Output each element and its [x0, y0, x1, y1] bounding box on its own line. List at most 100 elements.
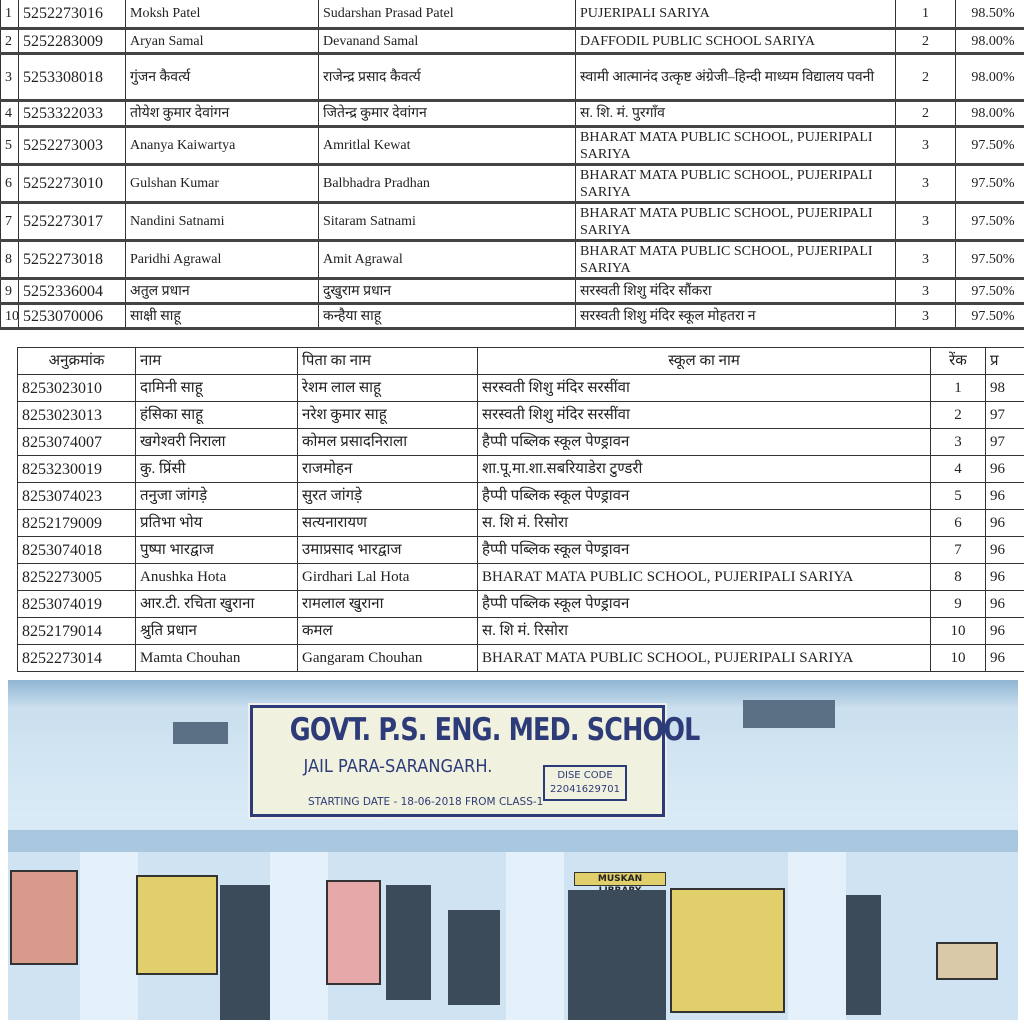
sign-title: GOVT. P.S. ENG. MED. SCHOOL: [289, 712, 700, 748]
table-row: 8253023010 दामिनी साहू रेशम लाल साहू सरस्वत…: [17, 374, 1024, 402]
pillar: [788, 852, 846, 1020]
door: [220, 885, 275, 1020]
vent: [173, 722, 228, 744]
header-rank: रेंक: [930, 347, 986, 375]
table-row: 7 5252273017 Nandini Satnami Sitaram Satnam…: [0, 202, 1024, 241]
sign-place: JAIL PARA-SARANGARH.: [303, 756, 493, 777]
cell-name: गुंजन कैवर्त्य: [125, 53, 319, 101]
cell-name: पुष्पा भारद्वाज: [135, 536, 298, 564]
table-row: 4 5253322033 तोयेश कुमार देवांगन जितेन्द्र …: [0, 100, 1024, 127]
door: [568, 890, 666, 1020]
cell-roll: 8253023010: [17, 374, 136, 402]
cell-name: Aryan Samal: [125, 28, 319, 54]
table-row: 5 5252273003 Ananya Kaiwartya Amritlal Kewa…: [0, 126, 1024, 165]
cell-rank: 3: [895, 303, 956, 329]
cell-school: DAFFODIL PUBLIC SCHOOL SARIYA: [575, 28, 896, 54]
cell-roll: 5253322033: [18, 100, 126, 127]
pillar: [80, 852, 138, 1020]
cell-school: शा.पू.मा.शा.सबरियाडेरा टुण्डरी: [477, 455, 931, 483]
cell-roll: 8252273005: [17, 563, 136, 591]
cell-rank: 3: [895, 164, 956, 203]
cell-name: साक्षी साहू: [125, 303, 319, 329]
cell-rank: 10: [930, 617, 986, 645]
cell-father: नरेश कुमार साहू: [297, 401, 478, 429]
cell-school: BHARAT MATA PUBLIC SCHOOL, PUJERIPALI SA…: [575, 202, 896, 241]
cell-rank: 3: [895, 240, 956, 279]
dise-label: DISE CODE: [557, 770, 613, 781]
header-percent: प्र: [985, 347, 1024, 375]
ledge: [8, 830, 1018, 852]
table-row: 8253074007 खगेश्वरी निराला कोमल प्रसादनिरा…: [17, 428, 1024, 456]
cell-sn: 7: [0, 202, 19, 241]
pillar: [506, 852, 564, 1020]
cell-percent: 96: [985, 455, 1024, 483]
header-roll: अनुक्रमांक: [17, 347, 136, 375]
cell-rank: 3: [895, 126, 956, 165]
cell-father: Balbhadra Pradhan: [318, 164, 576, 203]
window: [846, 895, 881, 1015]
dise-code-box: DISE CODE 22041629701: [543, 765, 627, 801]
cell-name: प्रतिभा भोय: [135, 509, 298, 537]
table-header-row: अनुक्रमांक नाम पिता का नाम स्कूल का नाम …: [17, 347, 1024, 375]
cell-father: Amritlal Kewat: [318, 126, 576, 165]
cell-name: श्रुति प्रधान: [135, 617, 298, 645]
cell-sn: 5: [0, 126, 19, 165]
cell-roll: 8253074019: [17, 590, 136, 618]
cell-roll: 5252273017: [18, 202, 126, 241]
cell-roll: 5252273016: [18, 0, 126, 29]
cell-rank: 10: [930, 644, 986, 672]
cell-roll: 8252273014: [17, 644, 136, 672]
cell-roll: 5252283009: [18, 28, 126, 54]
cell-roll: 8253074023: [17, 482, 136, 510]
window: [386, 885, 431, 1000]
cell-father: दुखुराम प्रधान: [318, 278, 576, 304]
header-father: पिता का नाम: [297, 347, 478, 375]
cell-father: सत्यनारायण: [297, 509, 478, 537]
cell-rank: 4: [930, 455, 986, 483]
cell-roll: 8253074018: [17, 536, 136, 564]
cell-name: Anushka Hota: [135, 563, 298, 591]
cell-rank: 2: [930, 401, 986, 429]
cell-sn: 6: [0, 164, 19, 203]
table-row: 8252273005 Anushka Hota Girdhari Lal Hota B…: [17, 563, 1024, 591]
cell-roll: 5253070006: [18, 303, 126, 329]
cell-percent: 96: [985, 617, 1024, 645]
notice-board: [136, 875, 218, 975]
cell-percent: 97.50%: [955, 126, 1024, 165]
cell-father: सुरत जांगड़े: [297, 482, 478, 510]
cell-sn: 3: [0, 53, 19, 101]
cell-percent: 96: [985, 509, 1024, 537]
plaque: [936, 942, 998, 980]
cell-father: कमल: [297, 617, 478, 645]
cell-school: स. शि मं. रिसोरा: [477, 509, 931, 537]
cell-father: जितेन्द्र कुमार देवांगन: [318, 100, 576, 127]
cell-roll: 5252273010: [18, 164, 126, 203]
table-row: 8253074018 पुष्पा भारद्वाज उमाप्रसाद भारद्…: [17, 536, 1024, 564]
cell-father: कन्हैया साहू: [318, 303, 576, 329]
cell-roll: 8252179009: [17, 509, 136, 537]
cell-school: सरस्वती शिशु मंदिर सौंकरा: [575, 278, 896, 304]
cell-sn: 8: [0, 240, 19, 279]
cell-school: BHARAT MATA PUBLIC SCHOOL, PUJERIPALI SA…: [575, 164, 896, 203]
table-row: 8252179014 श्रुति प्रधान कमल स. शि मं. रिसो…: [17, 617, 1024, 645]
notice-board: [10, 870, 78, 965]
cell-rank: 5: [930, 482, 986, 510]
cell-school: स. शि. मं. पुरगाँव: [575, 100, 896, 127]
notice-board: [670, 888, 785, 1013]
table-row: 1 5252273016 Moksh Patel Sudarshan Prasad P…: [0, 0, 1024, 29]
cell-father: रामलाल खुराना: [297, 590, 478, 618]
cell-father: रेशम लाल साहू: [297, 374, 478, 402]
cell-sn: 9: [0, 278, 19, 304]
table-row: 8253230019 कु. प्रिंसी राजमोहन शा.पू.मा.शा.…: [17, 455, 1024, 483]
vent: [743, 700, 835, 728]
cell-rank: 6: [930, 509, 986, 537]
cell-school: हैप्पी पब्लिक स्कूल पेण्ड्रावन: [477, 482, 931, 510]
cell-father: Girdhari Lal Hota: [297, 563, 478, 591]
cell-rank: 2: [895, 28, 956, 54]
cell-name: तोयेश कुमार देवांगन: [125, 100, 319, 127]
table-row: 8253023013 हंसिका साहू नरेश कुमार साहू सरस्…: [17, 401, 1024, 429]
cell-rank: 3: [895, 278, 956, 304]
school-building-photo: GOVT. P.S. ENG. MED. SCHOOL JAIL PARA-SA…: [8, 680, 1018, 1020]
cell-father: कोमल प्रसादनिराला: [297, 428, 478, 456]
cell-name: Paridhi Agrawal: [125, 240, 319, 279]
